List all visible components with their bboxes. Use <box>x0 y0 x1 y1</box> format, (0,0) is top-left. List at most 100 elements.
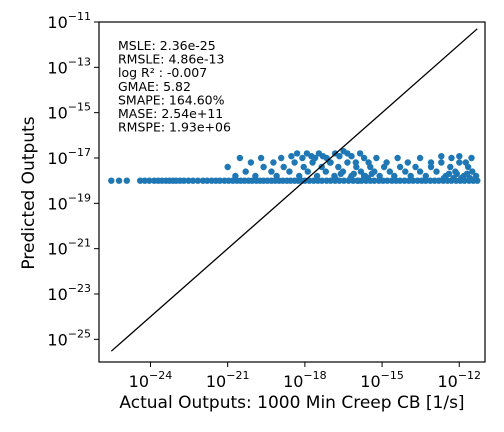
data-point <box>356 150 364 157</box>
data-point <box>416 154 424 162</box>
points-layer <box>108 148 481 184</box>
data-point <box>360 154 368 162</box>
data-point <box>313 172 321 180</box>
y-tick-label: 10−19 <box>47 191 91 213</box>
data-point <box>318 177 326 184</box>
data-point <box>365 159 372 166</box>
data-point <box>402 168 409 175</box>
data-point <box>447 163 454 171</box>
x-axis-ticks: 10−24 10−21 10−18 10−15 10−12 <box>129 362 481 391</box>
data-point <box>216 177 224 184</box>
data-point <box>438 159 445 166</box>
y-tick-label: 10−11 <box>47 10 91 32</box>
data-point <box>322 168 329 175</box>
data-point <box>185 177 192 184</box>
data-point <box>288 153 295 160</box>
data-point <box>456 159 463 166</box>
data-point <box>472 172 480 180</box>
data-point <box>137 177 144 184</box>
data-point <box>335 163 342 171</box>
data-point <box>469 168 476 175</box>
x-tick-label: 10−24 <box>129 369 173 391</box>
data-point <box>368 170 375 177</box>
data-point <box>364 174 371 182</box>
data-point <box>376 172 383 180</box>
data-point <box>194 177 202 184</box>
data-point <box>278 154 285 162</box>
data-point <box>242 168 249 175</box>
data-point <box>257 154 265 162</box>
metric-text: RMSPE: 1.93e+06 <box>118 120 231 135</box>
data-point <box>268 168 275 175</box>
metric-text: RMSLE: 4.86e-13 <box>118 52 224 67</box>
data-point <box>123 177 130 184</box>
data-point <box>352 159 359 166</box>
x-tick-label: 10−21 <box>206 369 250 391</box>
data-point <box>318 163 325 171</box>
data-point <box>224 163 231 171</box>
metric-text: MSLE: 2.36e-25 <box>118 38 216 53</box>
data-point <box>448 154 455 162</box>
data-point <box>189 177 197 184</box>
data-point <box>438 153 445 160</box>
data-point <box>280 163 287 171</box>
data-point <box>350 170 357 177</box>
data-point <box>468 154 475 162</box>
data-point <box>340 177 348 184</box>
data-point <box>293 150 301 157</box>
data-point <box>391 172 398 180</box>
reference-line-layer <box>110 28 478 352</box>
data-point <box>236 154 244 162</box>
data-point <box>273 172 280 180</box>
x-tick-label: 10−15 <box>360 369 404 391</box>
data-point <box>435 177 442 184</box>
data-point <box>409 177 417 184</box>
data-point <box>337 170 344 177</box>
data-point <box>433 168 440 175</box>
data-point <box>357 168 365 175</box>
metric-text: GMAE: 5.82 <box>118 79 191 94</box>
data-point <box>146 177 153 184</box>
data-point <box>383 159 390 166</box>
data-point <box>412 163 419 171</box>
metric-text: MASE: 2.54e+11 <box>118 106 223 121</box>
data-point <box>462 159 469 166</box>
data-point <box>407 172 414 180</box>
data-point <box>396 163 404 171</box>
y-tick-label: 10−15 <box>47 101 91 123</box>
data-point <box>458 174 465 182</box>
data-point <box>453 170 460 177</box>
x-tick-label: 10−18 <box>283 369 327 391</box>
data-point <box>373 154 380 162</box>
data-point <box>291 159 298 166</box>
data-point <box>394 154 401 162</box>
data-point <box>416 168 424 175</box>
data-point <box>440 174 447 182</box>
plot-frame <box>98 21 486 363</box>
data-point <box>204 177 211 184</box>
data-point <box>311 154 319 162</box>
data-point <box>371 177 378 184</box>
metric-text: log R² : -0.007 <box>118 65 207 80</box>
data-point <box>304 168 311 175</box>
data-point <box>427 163 435 171</box>
y-tick-label: 10−17 <box>47 146 91 168</box>
y-axis-label: Predicted Outputs <box>19 116 39 269</box>
data-point <box>445 170 453 177</box>
data-point <box>355 177 362 184</box>
data-point <box>232 172 239 180</box>
data-point <box>422 177 429 184</box>
data-point <box>296 172 303 180</box>
data-point <box>180 177 188 184</box>
y-tick-label: 10−23 <box>47 282 91 304</box>
data-point <box>427 159 435 166</box>
data-point <box>386 168 393 175</box>
data-point <box>396 177 404 184</box>
data-point <box>422 172 429 180</box>
y-tick-label: 10−25 <box>47 327 91 349</box>
data-point <box>336 153 343 160</box>
data-point <box>327 159 334 166</box>
data-point <box>115 177 123 184</box>
data-point <box>300 163 307 171</box>
metric-text: SMAPE: 164.60% <box>118 92 225 107</box>
